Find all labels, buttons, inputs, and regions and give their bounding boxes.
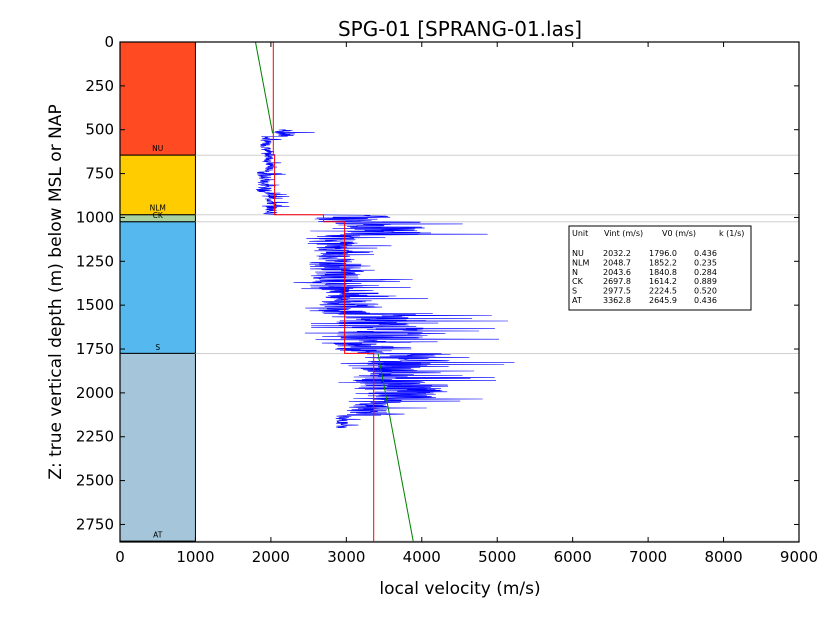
x-tick-label: 0 bbox=[115, 548, 125, 566]
unit-nlm-band bbox=[119, 154, 196, 216]
unit-at-label: AT bbox=[153, 531, 163, 540]
legend-row-cell: 1852.2 bbox=[649, 258, 677, 267]
y-tick-label: 2750 bbox=[76, 515, 114, 533]
legend-header-cell: Vint (m/s) bbox=[604, 229, 643, 238]
legend-header-cell: V0 (m/s) bbox=[662, 229, 696, 238]
x-axis-label: local velocity (m/s) bbox=[379, 579, 540, 599]
legend-row-cell: AT bbox=[572, 296, 582, 305]
unit-s-band bbox=[119, 221, 196, 354]
legend-row-cell: 0.889 bbox=[694, 277, 717, 286]
linear-model-line-1 bbox=[255, 41, 274, 134]
y-tick-label: 1750 bbox=[76, 340, 114, 358]
legend-row-cell: CK bbox=[572, 277, 584, 286]
y-axis-label: Z: true vertical depth (m) below MSL or … bbox=[46, 104, 66, 479]
legend-frame bbox=[568, 225, 752, 311]
x-tick-label: 1000 bbox=[176, 548, 214, 566]
y-tick-label: 2000 bbox=[76, 384, 114, 402]
legend-header-cell: k (1/s) bbox=[719, 229, 744, 238]
legend-row-cell: NLM bbox=[572, 258, 589, 267]
legend-row-cell: 1796.0 bbox=[649, 249, 677, 258]
linear-model-line-2 bbox=[377, 353, 414, 542]
unit-nu-label: NU bbox=[152, 144, 163, 153]
y-tick-label: 1500 bbox=[76, 296, 114, 314]
legend-box: Unit Vint (m/s) V0 (m/s) k (1/s) NU 2032.2 179… bbox=[568, 225, 752, 311]
x-tick-label: 9000 bbox=[780, 548, 818, 566]
legend-row-cell: NU bbox=[572, 249, 584, 258]
y-tick-label: 2250 bbox=[76, 428, 114, 446]
log-velocity-trace bbox=[255, 129, 515, 428]
y-tick-label: 2500 bbox=[76, 472, 114, 490]
unit-nu-band bbox=[119, 41, 196, 156]
legend-row-cell: 1840.8 bbox=[649, 268, 677, 277]
unit-s-label: S bbox=[155, 343, 160, 352]
legend-row-cell: 2645.9 bbox=[649, 296, 677, 305]
legend-row-cell: 0.520 bbox=[694, 287, 717, 296]
legend-row-cell: 2977.5 bbox=[603, 287, 631, 296]
unit-nlm-label: NLM bbox=[150, 203, 166, 212]
unit-boundaries bbox=[195, 154, 799, 542]
unit-ck-label: CK bbox=[153, 211, 164, 220]
x-tick-label: 6000 bbox=[554, 548, 592, 566]
legend-row-cell: 2032.2 bbox=[603, 249, 631, 258]
legend-row-cell: 2697.8 bbox=[603, 277, 631, 286]
x-tick-label: 2000 bbox=[252, 548, 290, 566]
x-tick-label: 4000 bbox=[403, 548, 441, 566]
plot-frame bbox=[119, 41, 800, 543]
legend-row-cell: S bbox=[572, 287, 577, 296]
legend-row-cell: 0.284 bbox=[694, 268, 717, 277]
x-tick-label: 7000 bbox=[629, 548, 667, 566]
legend-row-cell: 3362.8 bbox=[603, 296, 631, 305]
y-axis-ticks: 0 250 500 750 1000 1250 1500 1750 2000 2250 2500 27… bbox=[76, 33, 799, 533]
legend-row-cell: 0.235 bbox=[694, 258, 717, 267]
velocity-model-lines bbox=[255, 41, 414, 542]
interval-velocity-line bbox=[272, 42, 375, 542]
y-tick-label: 1000 bbox=[76, 208, 114, 226]
legend-row-cell: 0.436 bbox=[694, 296, 717, 305]
y-tick-label: 1250 bbox=[76, 252, 114, 270]
legend-row-cell: 2224.5 bbox=[649, 287, 677, 296]
legend-row-cell: 2048.7 bbox=[603, 258, 631, 267]
legend-row-cell: 0.436 bbox=[694, 249, 717, 258]
x-tick-label: 3000 bbox=[327, 548, 365, 566]
legend-row-cell: 2043.6 bbox=[603, 268, 631, 277]
x-axis-ticks: 0 1000 2000 3000 4000 5000 6000 7000 8000 9000 bbox=[115, 42, 818, 566]
log-velocity-line bbox=[255, 129, 515, 428]
y-tick-label: 500 bbox=[85, 121, 114, 139]
unit-at-band bbox=[119, 352, 196, 542]
legend-header-cell: Unit bbox=[572, 229, 588, 238]
y-tick-label: 250 bbox=[85, 77, 114, 95]
y-tick-label: 750 bbox=[85, 165, 114, 183]
legend-row-cell: N bbox=[572, 268, 578, 277]
chart-title: SPG-01 [SPRANG-01.las] bbox=[338, 17, 582, 41]
legend-row-cell: 1614.2 bbox=[649, 277, 677, 286]
y-tick-label: 0 bbox=[104, 33, 114, 51]
x-tick-label: 8000 bbox=[704, 548, 742, 566]
x-tick-label: 5000 bbox=[478, 548, 516, 566]
